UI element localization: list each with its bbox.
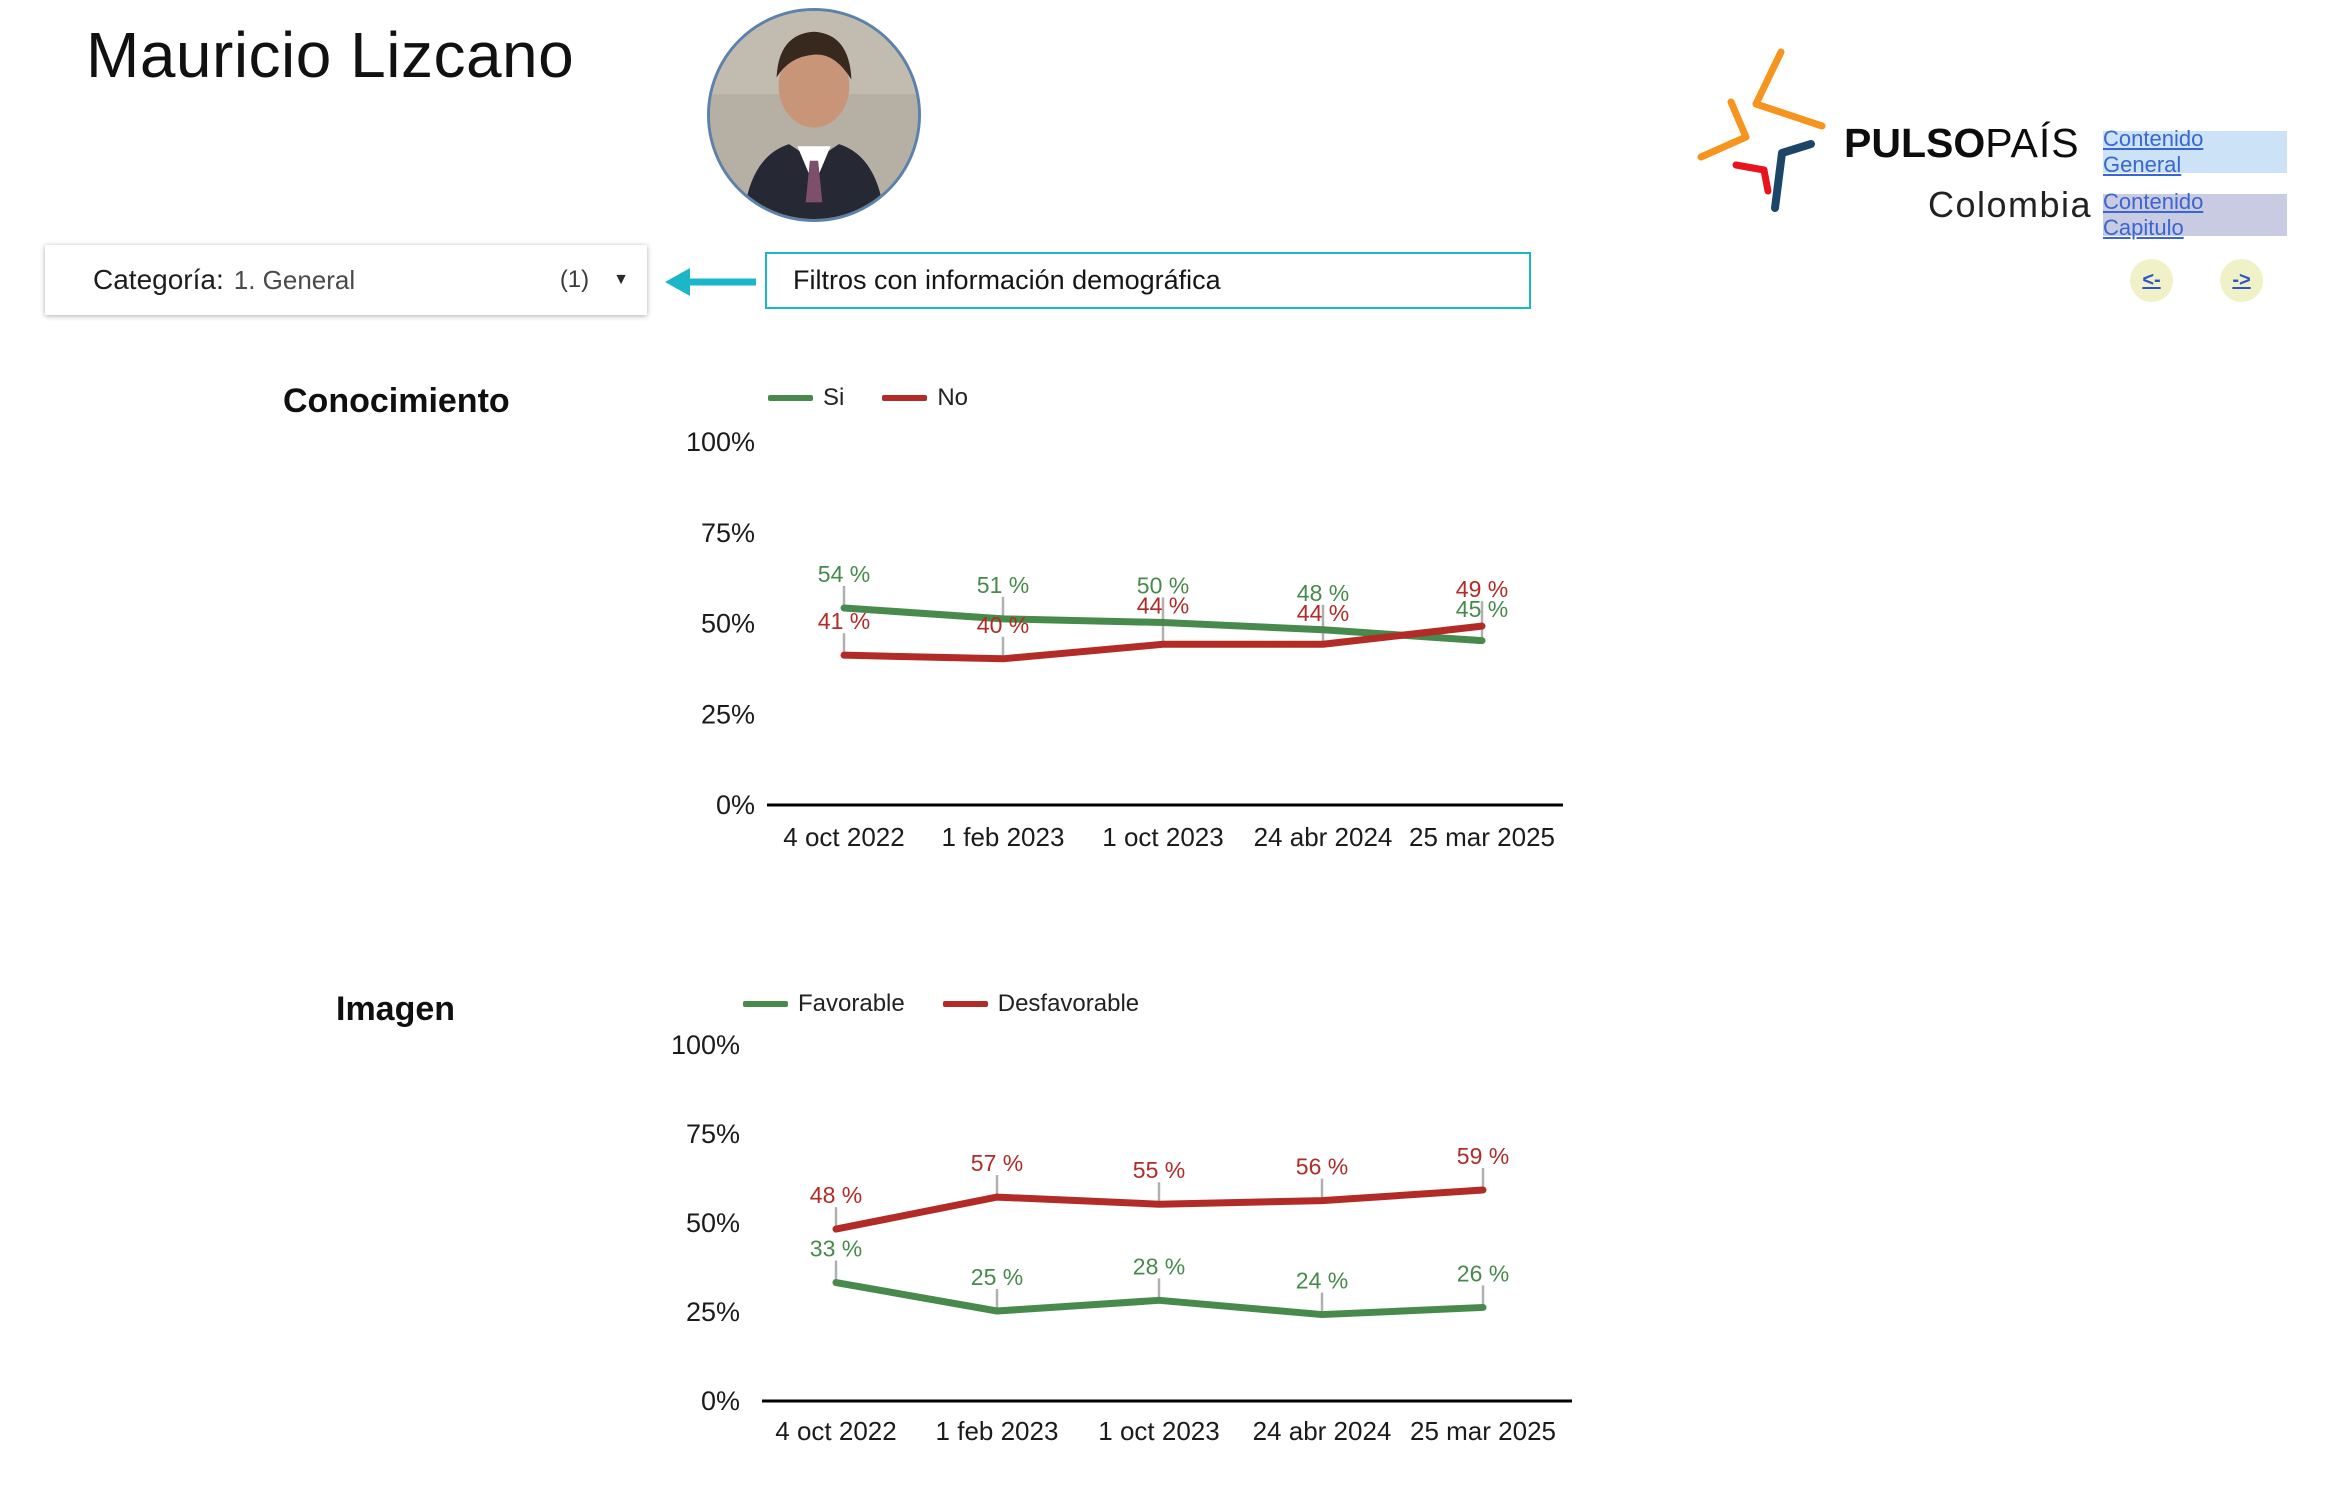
- category-label: Categoría:: [93, 264, 224, 295]
- y-axis-label: 100%: [671, 1030, 740, 1060]
- chart-legend: Si No: [768, 384, 968, 412]
- x-axis-label: 25 mar 2025: [1410, 1416, 1556, 1446]
- brand-wordmark: PULSOPAÍS: [1844, 120, 2080, 167]
- data-label: 45 %: [1456, 596, 1508, 622]
- y-axis-label: 0%: [716, 790, 755, 820]
- data-label: 55 %: [1133, 1157, 1185, 1183]
- legend-label: Desfavorable: [997, 990, 1140, 1017]
- next-page-button[interactable]: ->: [2220, 259, 2263, 302]
- y-axis-label: 100%: [686, 427, 755, 457]
- series-line-si: [840, 604, 1486, 645]
- data-label: 40 %: [977, 612, 1029, 638]
- y-axis-label: 25%: [686, 1297, 740, 1327]
- data-label: 59 %: [1457, 1143, 1509, 1169]
- chart-legend: Favorable Desfavorable: [743, 990, 1139, 1018]
- legend-swatch-icon: [743, 1001, 788, 1007]
- legend-label: Si: [823, 384, 845, 411]
- data-label: 44 %: [1297, 600, 1349, 626]
- brand-wordmark-bold: PULSO: [1844, 120, 1986, 166]
- pulso-pais-logo-icon: [1697, 48, 1826, 212]
- x-axis-label: 1 oct 2023: [1098, 1416, 1219, 1446]
- legend-item-desfavorable[interactable]: Desfavorable: [942, 990, 1140, 1018]
- left-arrow-icon: [665, 268, 756, 296]
- x-axis-label: 1 oct 2023: [1102, 822, 1223, 852]
- brand-wordmark-light: PAÍS: [1985, 120, 2080, 166]
- contenido-capitulo-button[interactable]: Contenido Capitulo: [2103, 189, 2287, 240]
- data-label: 54 %: [818, 561, 870, 587]
- data-label: 26 %: [1457, 1260, 1509, 1286]
- legend-label: Favorable: [798, 990, 905, 1017]
- y-axis-label: 50%: [701, 609, 755, 639]
- data-label: 56 %: [1296, 1154, 1348, 1180]
- x-axis-label: 25 mar 2025: [1409, 822, 1555, 852]
- next-arrow-icon: ->: [2232, 269, 2251, 291]
- y-axis-label: 25%: [701, 699, 755, 729]
- category-dropdown[interactable]: Categoría: 1. General (1) ▼: [45, 245, 647, 315]
- brand-country: Colombia: [1928, 184, 2093, 225]
- line-chart: 0% 25% 50% 75% 100% 4 oct 2022 1 feb 2023 1 oct…: [686, 427, 1563, 852]
- line-chart: 0% 25% 50% 75% 100% 4 oct 2022 1 feb 2023 1 oct…: [671, 1030, 1572, 1446]
- demographic-filters-note: Filtros con información demográfica: [765, 252, 1531, 309]
- prev-arrow-icon: <-: [2142, 269, 2161, 291]
- y-axis-label: 0%: [701, 1386, 740, 1416]
- x-axis-label: 24 abr 2024: [1253, 1416, 1392, 1446]
- category-value: 1. General: [233, 264, 356, 295]
- data-label: 49 %: [1456, 576, 1508, 602]
- data-label: 33 %: [810, 1236, 862, 1262]
- data-label: 57 %: [971, 1150, 1023, 1176]
- legend-item-no[interactable]: No: [882, 384, 968, 412]
- data-label: 48 %: [810, 1182, 862, 1208]
- data-label: 24 %: [1296, 1268, 1348, 1294]
- data-label: 50 %: [1137, 573, 1189, 599]
- category-count: (1): [559, 266, 590, 293]
- prev-page-button[interactable]: <-: [2130, 259, 2173, 302]
- data-label: 48 %: [1297, 580, 1349, 606]
- legend-swatch-icon: [942, 1001, 988, 1007]
- person-portrait-image: [710, 11, 918, 219]
- y-axis-label: 75%: [686, 1119, 740, 1149]
- legend-item-favorable[interactable]: Favorable: [743, 990, 905, 1018]
- legend-label: No: [937, 384, 969, 411]
- x-axis-label: 1 feb 2023: [942, 822, 1065, 852]
- y-axis-label: 75%: [701, 518, 755, 548]
- page-title: Mauricio Lizcano: [86, 19, 575, 91]
- chart-conocimiento: Conocimiento Si No 0% 25% 50% 75% 100% 4 oct 2…: [0, 376, 2326, 882]
- chart-title: Imagen: [336, 990, 456, 1028]
- data-label: 41 %: [818, 608, 870, 634]
- profile-photo: [707, 8, 921, 222]
- data-label: 51 %: [977, 572, 1029, 598]
- data-label: 44 %: [1137, 593, 1189, 619]
- series-line-no: [840, 622, 1486, 663]
- chart-imagen: Imagen Favorable Desfavorable 0% 25% 50% 75%…: [0, 980, 2326, 1486]
- y-axis-label: 50%: [686, 1208, 740, 1238]
- x-axis-label: 4 oct 2022: [783, 822, 904, 852]
- contenido-general-button[interactable]: Contenido General: [2103, 126, 2287, 177]
- series-line-desfavorable: [832, 1186, 1487, 1233]
- data-label: 25 %: [971, 1264, 1023, 1290]
- legend-swatch-icon: [768, 395, 813, 401]
- legend-item-si[interactable]: Si: [768, 384, 844, 412]
- series-line-favorable: [832, 1279, 1487, 1319]
- x-axis-label: 1 feb 2023: [936, 1416, 1059, 1446]
- data-label: 28 %: [1133, 1253, 1185, 1279]
- legend-swatch-icon: [882, 395, 928, 401]
- x-axis-label: 24 abr 2024: [1254, 822, 1393, 852]
- chevron-down-icon: ▼: [613, 271, 629, 288]
- x-axis-label: 4 oct 2022: [775, 1416, 896, 1446]
- chart-title: Conocimiento: [283, 382, 510, 420]
